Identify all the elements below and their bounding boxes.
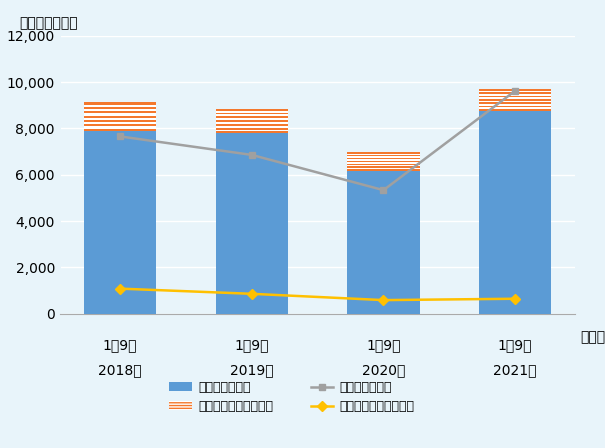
Legend: 先進域（件数）, 新腴・途上域（件数）, 先進域（金額）, 新腴・途上域（金額）: 先進域（件数）, 新腴・途上域（件数）, 先進域（金額）, 新腴・途上域（金額） (169, 381, 414, 413)
Text: 2021年: 2021年 (494, 364, 537, 378)
Bar (479, 99, 551, 101)
Bar (84, 129, 156, 131)
Text: （件、億ドル）: （件、億ドル） (19, 16, 78, 30)
Bar (215, 120, 288, 122)
Bar (347, 155, 420, 156)
Bar (215, 132, 288, 134)
Bar (479, 89, 551, 111)
Text: 1～9月: 1～9月 (103, 339, 137, 353)
Text: 2018年: 2018年 (98, 364, 142, 378)
Bar (479, 96, 551, 97)
Text: 1～9月: 1～9月 (366, 339, 401, 353)
Bar (84, 131, 156, 314)
Text: 2020年: 2020年 (362, 364, 405, 378)
Bar (84, 103, 156, 131)
Bar (479, 111, 551, 314)
Bar (479, 109, 551, 111)
Text: 1～9月: 1～9月 (235, 339, 269, 353)
Bar (215, 116, 288, 118)
Bar (347, 164, 420, 165)
Bar (215, 134, 288, 314)
Bar (347, 161, 420, 162)
Text: 2019年: 2019年 (230, 364, 273, 378)
Bar (347, 169, 420, 171)
Bar (479, 103, 551, 104)
Bar (215, 128, 288, 129)
Bar (479, 92, 551, 94)
Bar (347, 158, 420, 159)
Bar (347, 152, 420, 154)
Text: 1～9月: 1～9月 (498, 339, 532, 353)
Bar (84, 116, 156, 118)
Bar (84, 120, 156, 122)
Bar (347, 152, 420, 171)
Bar (479, 106, 551, 108)
Text: （累月）: （累月） (580, 330, 605, 344)
Bar (215, 124, 288, 126)
Bar (347, 166, 420, 168)
Bar (84, 124, 156, 126)
Bar (347, 171, 420, 314)
Bar (479, 89, 551, 90)
Bar (84, 103, 156, 104)
Bar (84, 111, 156, 113)
Bar (215, 112, 288, 115)
Bar (215, 109, 288, 111)
Bar (84, 107, 156, 109)
Bar (215, 109, 288, 134)
